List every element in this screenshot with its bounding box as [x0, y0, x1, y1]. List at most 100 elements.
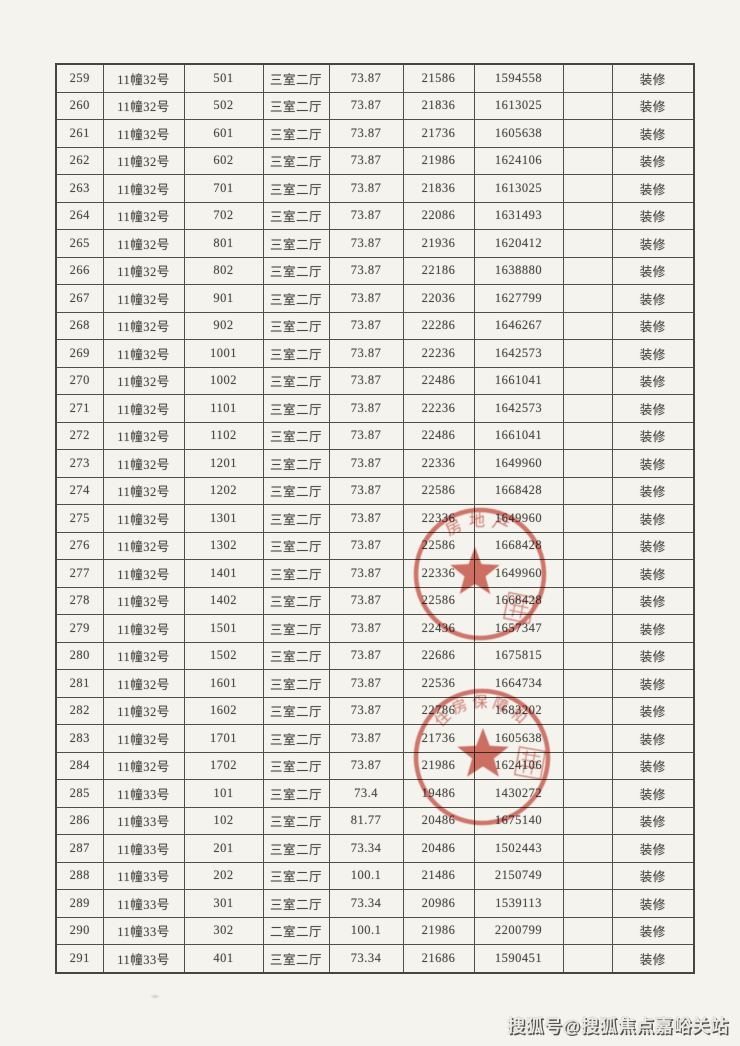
- cell-total-price: 2150749: [473, 861, 564, 891]
- cell-unit-price: 21986: [402, 146, 475, 176]
- cell-area: 73.87: [328, 751, 404, 781]
- cell-blank: [562, 916, 613, 946]
- cell-status: 装修: [611, 944, 695, 974]
- cell-room: 1202: [183, 476, 264, 506]
- cell-blank: [562, 751, 613, 781]
- cell-blank: [562, 861, 613, 891]
- cell-area: 73.87: [328, 559, 404, 588]
- cell-blank: [562, 174, 613, 203]
- cell-building: 11幢32号: [102, 559, 185, 588]
- cell-unit-price: 22436: [402, 614, 475, 643]
- cell-index: 275: [55, 504, 104, 533]
- cell-blank: [562, 614, 613, 643]
- cell-total-price: 1624106: [473, 146, 564, 176]
- cell-blank: [562, 586, 613, 616]
- cell-layout: 三室二厅: [262, 779, 330, 808]
- cell-status: 装修: [611, 311, 695, 341]
- cell-unit-price: 22336: [402, 449, 475, 478]
- cell-index: 276: [55, 531, 104, 561]
- cell-index: 274: [55, 476, 104, 506]
- cell-room: 701: [183, 174, 264, 203]
- cell-area: 73.4: [328, 779, 404, 808]
- cell-blank: [562, 476, 613, 506]
- cell-total-price: 1668428: [473, 586, 564, 616]
- cell-unit-price: 21586: [402, 63, 475, 93]
- cell-building: 11幢32号: [102, 421, 185, 451]
- table-row: 262 11幢32号 602 三室二厅 73.87 21986 1624106 …: [55, 146, 695, 176]
- cell-index: 280: [55, 641, 104, 671]
- cell-blank: [562, 559, 613, 588]
- cell-room: 401: [183, 944, 264, 974]
- cell-total-price: 1675815: [473, 641, 564, 671]
- cell-layout: 三室二厅: [262, 256, 330, 286]
- cell-layout: 三室二厅: [262, 724, 330, 753]
- cell-room: 202: [183, 861, 264, 891]
- cell-unit-price: 22586: [402, 531, 475, 561]
- cell-index: 267: [55, 284, 104, 313]
- cell-area: 73.87: [328, 476, 404, 506]
- cell-index: 261: [55, 119, 104, 148]
- cell-unit-price: 21986: [402, 751, 475, 781]
- cell-unit-price: 22586: [402, 476, 475, 506]
- cell-blank: [562, 806, 613, 836]
- cell-blank: [562, 669, 613, 698]
- cell-blank: [562, 889, 613, 918]
- cell-total-price: 1642573: [473, 339, 564, 368]
- cell-total-price: 1594558: [473, 63, 564, 93]
- cell-room: 501: [183, 63, 264, 93]
- cell-building: 11幢32号: [102, 366, 185, 396]
- cell-unit-price: 22036: [402, 284, 475, 313]
- cell-total-price: 1590451: [473, 944, 564, 974]
- cell-area: 100.1: [328, 861, 404, 891]
- cell-unit-price: 20986: [402, 889, 475, 918]
- cell-building: 11幢32号: [102, 724, 185, 753]
- cell-blank: [562, 394, 613, 423]
- cell-building: 11幢33号: [102, 806, 185, 836]
- table-row: 288 11幢33号 202 三室二厅 100.1 21486 2150749 …: [55, 861, 695, 891]
- cell-building: 11幢32号: [102, 339, 185, 368]
- cell-building: 11幢32号: [102, 174, 185, 203]
- cell-room: 601: [183, 119, 264, 148]
- cell-building: 11幢32号: [102, 531, 185, 561]
- cell-layout: 三室二厅: [262, 669, 330, 698]
- cell-layout: 三室二厅: [262, 834, 330, 863]
- cell-total-price: 1649960: [473, 559, 564, 588]
- table-row: 272 11幢32号 1102 三室二厅 73.87 22486 1661041…: [55, 421, 695, 451]
- cell-status: 装修: [611, 641, 695, 671]
- cell-unit-price: 21486: [402, 861, 475, 891]
- cell-building: 11幢33号: [102, 944, 185, 974]
- cell-area: 73.87: [328, 284, 404, 313]
- cell-index: 260: [55, 91, 104, 121]
- cell-index: 279: [55, 614, 104, 643]
- cell-status: 装修: [611, 916, 695, 946]
- table-row: 270 11幢32号 1002 三室二厅 73.87 22486 1661041…: [55, 366, 695, 396]
- cell-room: 102: [183, 806, 264, 836]
- cell-room: 802: [183, 256, 264, 286]
- table-row: 265 11幢32号 801 三室二厅 73.87 21936 1620412 …: [55, 229, 695, 258]
- cell-total-price: 1620412: [473, 229, 564, 258]
- cell-status: 装修: [611, 531, 695, 561]
- cell-unit-price: 21936: [402, 229, 475, 258]
- cell-building: 11幢33号: [102, 861, 185, 891]
- cell-status: 装修: [611, 91, 695, 121]
- cell-layout: 三室二厅: [262, 229, 330, 258]
- table-row: 261 11幢32号 601 三室二厅 73.87 21736 1605638 …: [55, 119, 695, 148]
- cell-blank: [562, 311, 613, 341]
- cell-index: 285: [55, 779, 104, 808]
- cell-unit-price: 22786: [402, 696, 475, 726]
- cell-blank: [562, 339, 613, 368]
- cell-status: 装修: [611, 394, 695, 423]
- table-row: 275 11幢32号 1301 三室二厅 73.87 22336 1649960…: [55, 504, 695, 533]
- cell-area: 73.87: [328, 366, 404, 396]
- cell-unit-price: 22686: [402, 641, 475, 671]
- cell-status: 装修: [611, 229, 695, 258]
- cell-index: 265: [55, 229, 104, 258]
- cell-building: 11幢33号: [102, 779, 185, 808]
- cell-unit-price: 22536: [402, 669, 475, 698]
- cell-status: 装修: [611, 449, 695, 478]
- cell-room: 1701: [183, 724, 264, 753]
- table-row: 286 11幢33号 102 三室二厅 81.77 20486 1675140 …: [55, 806, 695, 836]
- cell-room: 1401: [183, 559, 264, 588]
- cell-blank: [562, 366, 613, 396]
- cell-status: 装修: [611, 174, 695, 203]
